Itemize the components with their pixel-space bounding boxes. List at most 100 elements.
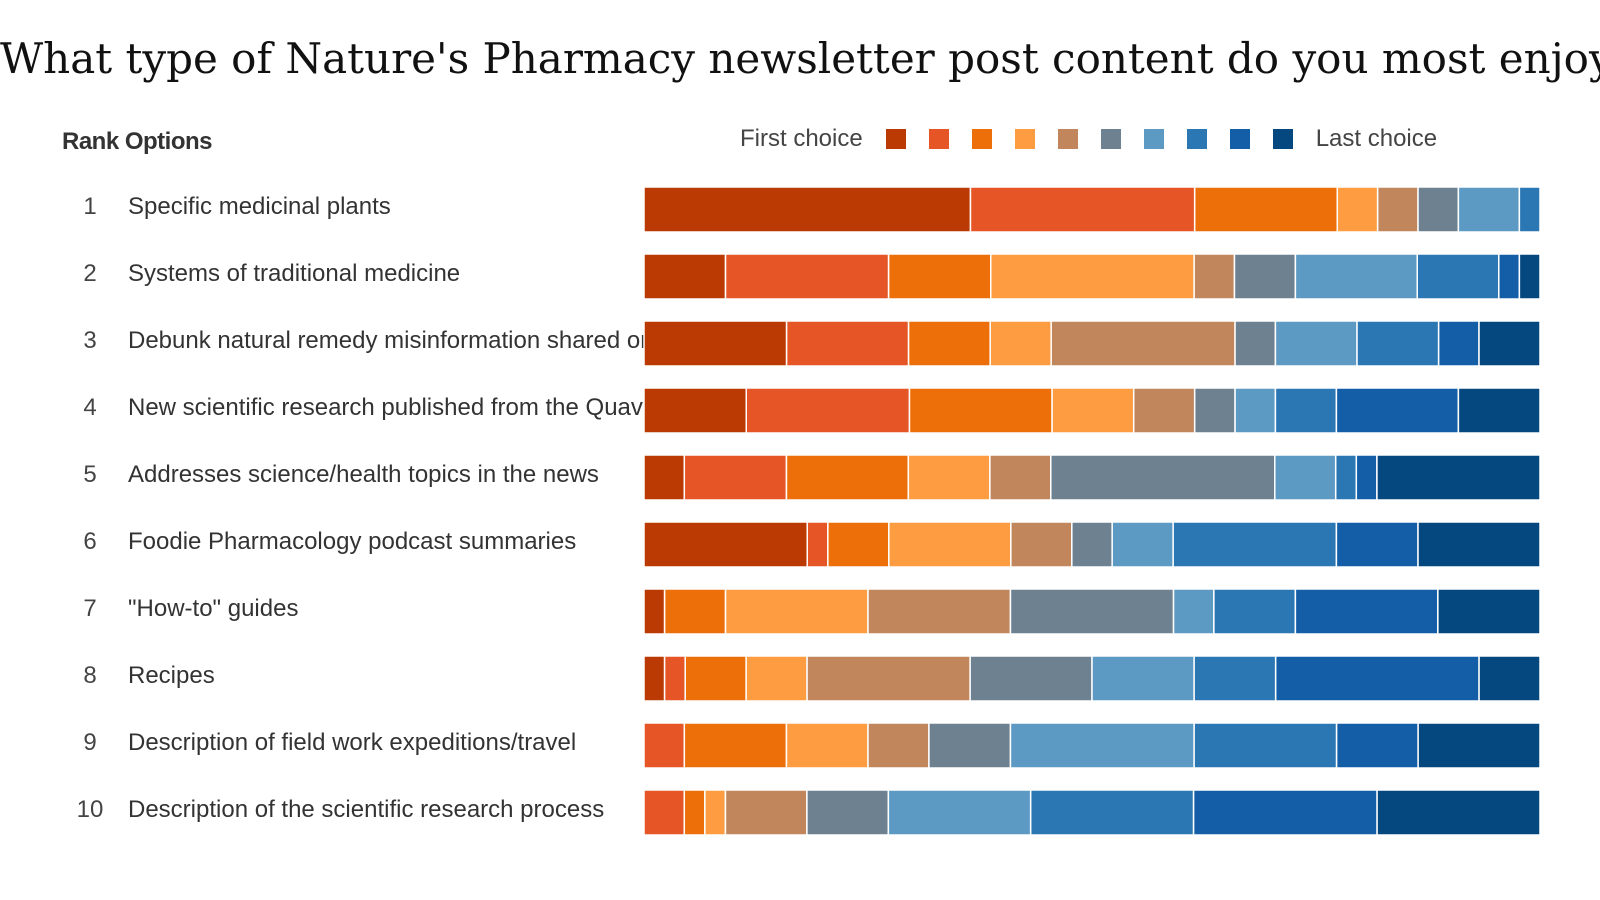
bar-segment	[1071, 521, 1113, 568]
bar-segment	[969, 655, 1093, 702]
bar-segment	[827, 521, 890, 568]
bar-segment	[806, 789, 890, 836]
bar-segment	[1355, 454, 1378, 501]
bar-segment	[724, 253, 890, 300]
bar-segment	[907, 454, 991, 501]
bar-segment	[989, 454, 1052, 501]
option-label: Foodie Pharmacology podcast summaries	[128, 528, 577, 555]
bar-segment	[1274, 454, 1337, 501]
bar-segment	[643, 789, 686, 836]
bar-segment	[1356, 320, 1440, 367]
bar-segment	[1518, 186, 1541, 233]
bar-segment	[1192, 789, 1378, 836]
rank-number: 9	[83, 729, 97, 756]
bar-segment	[1518, 253, 1541, 300]
bar-segment	[1437, 320, 1480, 367]
bar-segment	[990, 253, 1195, 300]
option-label: Addresses science/health topics in the n…	[128, 461, 599, 488]
bar-segment	[745, 387, 911, 434]
bar-segment	[1234, 320, 1277, 367]
bar-segment	[643, 320, 788, 367]
option-label: Recipes	[128, 662, 215, 689]
bar-segment	[806, 655, 971, 702]
rank-number: 3	[83, 327, 97, 354]
bar-segment	[1335, 722, 1419, 769]
bar-segment	[684, 655, 747, 702]
bar-segment	[1193, 722, 1338, 769]
bar-segment	[1274, 655, 1480, 702]
bar-segment	[908, 387, 1053, 434]
bar-segment	[1417, 521, 1541, 568]
bar-segment	[724, 789, 808, 836]
bar-segment	[1376, 186, 1419, 233]
legend-swatch-5	[1057, 129, 1078, 149]
bar-segment	[683, 789, 706, 836]
option-label: Description of field work expeditions/tr…	[128, 729, 577, 756]
bar-segment	[888, 521, 1012, 568]
bar-segment	[1498, 253, 1521, 300]
bar-segment	[1336, 186, 1379, 233]
rank-number: 4	[83, 394, 97, 421]
rank-options-header: Rank Options	[62, 128, 213, 155]
bar-segment	[643, 655, 666, 702]
legend: First choice Last choice	[740, 124, 1437, 154]
option-label: Debunk natural remedy misinformation sha…	[128, 327, 645, 354]
bar-segment	[1233, 253, 1297, 300]
bar-segment	[1193, 387, 1236, 434]
bar-segment	[1050, 454, 1276, 501]
bar-segment	[1335, 387, 1460, 434]
bar-segment	[1172, 588, 1215, 635]
option-label: Description of the scientific research p…	[128, 796, 605, 823]
rank-number: 2	[83, 260, 97, 287]
bar-segment	[1051, 387, 1135, 434]
option-label: "How-to" guides	[128, 595, 299, 622]
bar-segment	[1294, 253, 1419, 300]
bar-segment	[887, 253, 992, 300]
bar-segment	[928, 722, 1012, 769]
bar-segment	[806, 521, 829, 568]
bar-segment	[1172, 521, 1338, 568]
legend-swatch-4	[1014, 129, 1035, 149]
bar-segment	[1478, 655, 1541, 702]
legend-swatch-8	[1186, 129, 1207, 149]
bar-segment	[643, 588, 666, 635]
bar-segment	[1111, 521, 1174, 568]
bar-segment	[1437, 588, 1541, 635]
bar-segment	[643, 521, 808, 568]
legend-swatch-3	[971, 129, 992, 149]
bar-segment	[1376, 454, 1541, 501]
bar-segment	[1213, 588, 1297, 635]
bar-segment	[643, 186, 972, 233]
bar-segment	[969, 186, 1196, 233]
bar-segment	[1478, 320, 1541, 367]
bar-segment	[683, 454, 788, 501]
bar-segment	[1417, 722, 1541, 769]
bar-segment	[867, 588, 1012, 635]
bar-segment	[785, 320, 910, 367]
legend-swatch-6	[1100, 129, 1121, 149]
option-label: Systems of traditional medicine	[128, 260, 461, 287]
bar-segment	[643, 722, 686, 769]
bar-segment	[907, 320, 991, 367]
rank-number: 6	[83, 528, 97, 555]
bar-segment	[785, 454, 910, 501]
bar-segment	[1274, 320, 1358, 367]
bar-segment	[867, 722, 930, 769]
option-label: Specific medicinal plants	[128, 193, 391, 220]
legend-last-choice-label: Last choice	[1315, 125, 1438, 152]
bar-segment	[887, 789, 1032, 836]
bar-segment	[704, 789, 727, 836]
bar-segment	[1050, 320, 1236, 367]
bar-segment	[724, 588, 869, 635]
bar-segment	[1132, 387, 1196, 434]
bar-segment	[1294, 588, 1439, 635]
bar-segment	[643, 253, 727, 300]
rank-number: 7	[83, 595, 97, 622]
legend-first-choice-label: First choice	[740, 125, 863, 152]
bar-segment	[643, 454, 686, 501]
bar-segment	[1376, 789, 1541, 836]
bar-segment	[1457, 387, 1541, 434]
rank-number: 1	[83, 193, 97, 220]
rank-number: 5	[83, 461, 97, 488]
